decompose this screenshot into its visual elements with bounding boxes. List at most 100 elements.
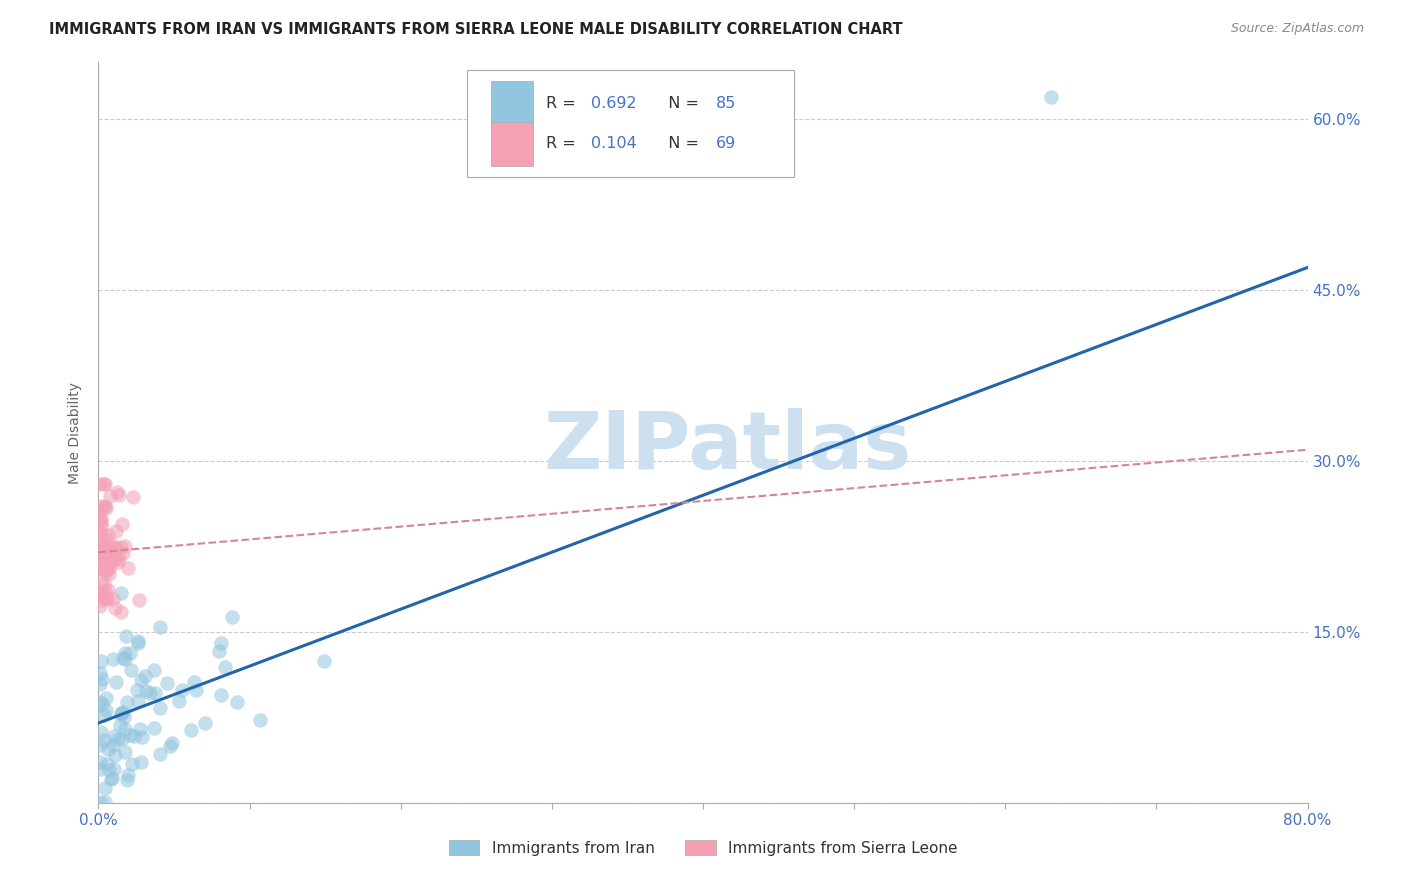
Point xyxy=(90,515,112,529)
Point xyxy=(100,536,122,550)
Point xyxy=(89,762,111,776)
Point xyxy=(101,738,124,752)
Y-axis label: Male Disability: Male Disability xyxy=(69,382,83,483)
Point xyxy=(98,561,121,575)
Point xyxy=(118,728,141,742)
Point xyxy=(112,650,135,665)
Point xyxy=(91,558,114,573)
Point xyxy=(114,722,136,736)
Point xyxy=(94,691,117,706)
Point xyxy=(91,543,114,558)
Point xyxy=(94,532,117,546)
Point xyxy=(98,567,121,582)
Point xyxy=(90,655,112,669)
Point xyxy=(131,730,153,744)
Point xyxy=(91,548,114,562)
Point xyxy=(96,592,118,607)
Point xyxy=(114,540,136,554)
Text: N =: N = xyxy=(658,136,704,152)
Point xyxy=(89,584,111,599)
Point xyxy=(89,725,111,739)
Text: N =: N = xyxy=(658,95,704,111)
Point xyxy=(98,763,121,777)
Point xyxy=(89,589,111,603)
Point xyxy=(103,541,125,556)
Text: ZIPatlas: ZIPatlas xyxy=(543,409,911,486)
Point xyxy=(149,700,172,714)
Point xyxy=(93,541,115,556)
Point xyxy=(104,540,127,554)
Point xyxy=(214,660,236,674)
Point xyxy=(104,748,127,763)
Point xyxy=(139,686,162,700)
Point xyxy=(93,541,115,555)
Point xyxy=(149,747,172,762)
Point xyxy=(117,768,139,782)
Point xyxy=(110,605,132,619)
Point xyxy=(127,633,149,648)
Point xyxy=(160,736,183,750)
Point xyxy=(312,654,335,668)
Point xyxy=(94,563,117,577)
Point xyxy=(91,520,114,534)
Point xyxy=(89,677,111,691)
Point xyxy=(120,663,142,677)
Point xyxy=(112,709,135,723)
Point xyxy=(156,676,179,690)
Point xyxy=(129,755,152,769)
Point xyxy=(94,584,117,599)
Point xyxy=(94,591,117,606)
Point xyxy=(128,722,150,736)
Point xyxy=(127,694,149,708)
Point xyxy=(127,636,149,650)
FancyBboxPatch shape xyxy=(492,81,533,125)
Point xyxy=(93,576,115,591)
Point xyxy=(89,739,111,753)
Text: IMMIGRANTS FROM IRAN VS IMMIGRANTS FROM SIERRA LEONE MALE DISABILITY CORRELATION: IMMIGRANTS FROM IRAN VS IMMIGRANTS FROM … xyxy=(49,22,903,37)
Point xyxy=(221,609,243,624)
Point xyxy=(159,739,181,754)
Point xyxy=(115,629,138,643)
Point xyxy=(114,646,136,660)
Point xyxy=(183,675,205,690)
Point xyxy=(93,795,115,809)
Point xyxy=(90,512,112,526)
Point xyxy=(96,756,118,771)
Point xyxy=(131,673,153,688)
Point xyxy=(101,771,124,785)
Point xyxy=(107,731,129,746)
Point xyxy=(98,560,121,574)
Point xyxy=(91,593,114,607)
Text: Source: ZipAtlas.com: Source: ZipAtlas.com xyxy=(1230,22,1364,36)
Point xyxy=(194,716,217,731)
Point xyxy=(98,542,121,557)
Point xyxy=(1039,89,1062,103)
Point xyxy=(89,512,111,526)
Point xyxy=(90,550,112,565)
Point xyxy=(89,756,111,770)
Point xyxy=(94,703,117,717)
Point xyxy=(89,666,111,681)
Point xyxy=(121,756,143,771)
Point xyxy=(91,544,114,558)
Point xyxy=(107,551,129,566)
Point xyxy=(97,741,120,756)
Point xyxy=(103,553,125,567)
FancyBboxPatch shape xyxy=(467,70,793,178)
Text: 69: 69 xyxy=(716,136,737,152)
Text: R =: R = xyxy=(546,95,581,111)
Point xyxy=(101,592,124,607)
Legend: Immigrants from Iran, Immigrants from Sierra Leone: Immigrants from Iran, Immigrants from Si… xyxy=(443,834,963,862)
Point xyxy=(103,762,125,776)
Text: 0.692: 0.692 xyxy=(591,95,636,111)
Point xyxy=(186,683,208,698)
Point xyxy=(90,499,112,513)
Point xyxy=(145,686,167,700)
Point xyxy=(97,582,120,597)
Point xyxy=(101,652,124,666)
Point xyxy=(108,718,131,732)
Point xyxy=(104,601,127,615)
Point xyxy=(125,683,148,698)
Point xyxy=(117,561,139,575)
Text: 85: 85 xyxy=(716,95,737,111)
